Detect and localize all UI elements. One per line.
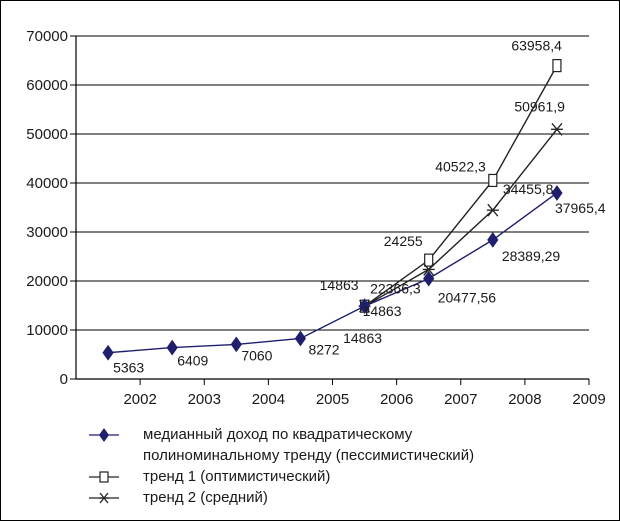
data-label-series-2: 22366,3 xyxy=(370,280,421,296)
data-label-series-1: 24255 xyxy=(384,233,423,249)
diamond-marker xyxy=(166,339,178,356)
square-marker-icon xyxy=(89,471,119,483)
data-label-series-0: 28389,29 xyxy=(502,248,561,264)
diamond-marker xyxy=(487,232,499,248)
data-label-series-1: 63958,4 xyxy=(511,38,562,54)
legend: медианный доход по квадратическому полин… xyxy=(89,424,474,508)
y-tick-label: 40000 xyxy=(26,175,68,192)
y-tick-label: 50000 xyxy=(26,126,68,143)
data-label-series-0: 8272 xyxy=(308,341,339,357)
diamond-marker xyxy=(358,298,371,315)
x-tick-label: 2005 xyxy=(316,391,349,408)
data-label-series-0: 20477,56 xyxy=(438,290,497,306)
series-line-1 xyxy=(364,65,558,307)
data-label-series-0: 7060 xyxy=(241,347,272,363)
data-label-series-1: 40522,3 xyxy=(435,158,486,174)
series-line-2 xyxy=(364,128,558,307)
data-label-series-2: 34455,8 xyxy=(503,181,554,197)
x-tick-label: 2003 xyxy=(188,391,221,408)
diamond-marker xyxy=(551,185,563,201)
x-tick-label: 2009 xyxy=(572,391,605,408)
diamond-marker xyxy=(102,344,114,361)
y-tick-label: 70000 xyxy=(26,28,68,45)
line-chart: 0 10000 20000 30000 40000 50000 60000 70000 2002… xyxy=(26,28,606,408)
data-label-series-0: 14863 xyxy=(343,330,382,346)
legend-item-medium: тренд 2 (средний) xyxy=(89,487,474,508)
diamond-marker-icon xyxy=(89,428,119,442)
y-tick-label: 10000 xyxy=(26,322,68,339)
x-tick-label: 2006 xyxy=(380,391,413,408)
diamond-marker xyxy=(423,270,435,287)
data-label-series-0: 5363 xyxy=(113,360,144,376)
square-marker xyxy=(488,173,498,188)
diamond-marker xyxy=(294,330,307,347)
legend-label-medium: тренд 2 (средний) xyxy=(143,489,268,506)
x-tick-label: 2008 xyxy=(508,391,541,408)
data-label-series-0: 6409 xyxy=(177,353,208,369)
y-tick-label: 60000 xyxy=(26,77,68,94)
square-marker xyxy=(552,59,562,73)
x-tick-label: 2002 xyxy=(123,391,156,408)
star-marker-icon xyxy=(89,492,119,504)
legend-label-pessimistic-line-2: полиноминальному тренду (пессимистически… xyxy=(143,447,475,464)
square-marker xyxy=(424,253,434,267)
diamond-marker xyxy=(230,336,242,353)
y-tick-label: 30000 xyxy=(26,224,68,241)
x-tick-label: 2007 xyxy=(444,391,477,408)
data-label-series-2: 50961,9 xyxy=(514,98,565,114)
data-label-series-1: 14863 xyxy=(320,277,359,293)
series-line-0 xyxy=(108,192,558,354)
y-tick-label: 20000 xyxy=(26,273,68,290)
legend-label-pessimistic-line-1: медианный доход по квадратическому xyxy=(143,426,413,443)
data-label-series-0: 37965,4 xyxy=(555,200,606,216)
legend-item-optimistic: тренд 1 (оптимистический) xyxy=(89,466,474,487)
legend-label-optimistic: тренд 1 (оптимистический) xyxy=(143,468,331,485)
data-label-series-2: 14863 xyxy=(363,303,402,319)
x-tick-label: 2004 xyxy=(252,391,285,408)
legend-item-pessimistic: медианный доход по квадратическому полин… xyxy=(89,424,474,466)
y-tick-label: 0 xyxy=(60,371,68,388)
